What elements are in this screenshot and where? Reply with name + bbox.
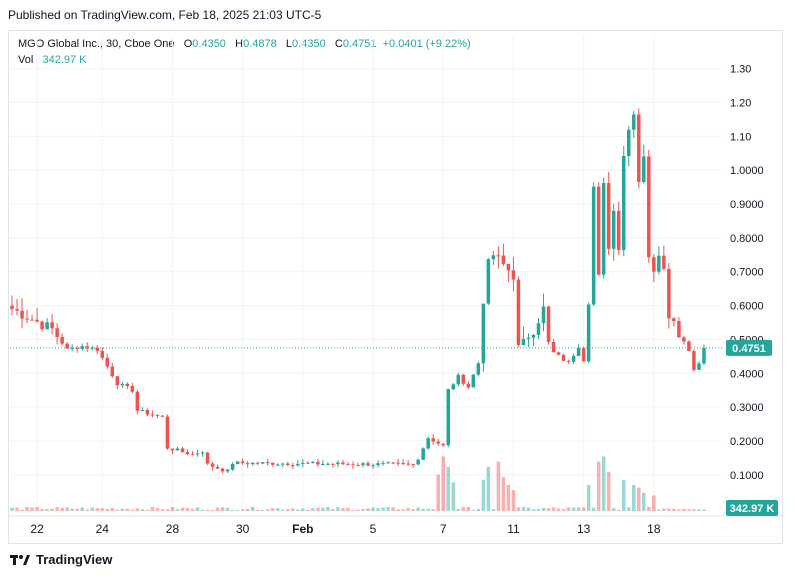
legend-low-value: 0.4350 [292,38,326,50]
legend-volume-label: Vol [18,54,34,66]
legend-open-label: O [183,38,193,50]
tradingview-brand[interactable]: TradingView [10,552,112,567]
chart-frame[interactable] [8,30,783,544]
legend-low-label: L [285,38,293,50]
legend-change-value: +0.0401 (+9.22%) [382,38,471,50]
published-caption: Published on TradingView.com, Feb 18, 20… [8,8,322,22]
legend-volume-row: Vol 342.97 K [18,52,471,68]
legend-ohlc-row: MGO Global Inc., 30, Cboe One O0.4350 H0… [18,36,471,52]
tradingview-logo-icon [10,554,30,565]
legend-open-value: 0.4350 [192,38,226,50]
chart-legend: MGO Global Inc., 30, Cboe One O0.4350 H0… [18,36,471,68]
legend-high-value: 0.4878 [243,38,277,50]
legend-close-label: C [334,38,343,50]
legend-symbol: MGO Global Inc., 30, Cboe One [18,38,175,50]
legend-volume-value: 342.97 K [42,54,87,66]
brand-name: TradingView [36,552,113,567]
legend-close-value: 0.4751 [342,38,377,50]
legend-high-label: H [235,38,244,50]
